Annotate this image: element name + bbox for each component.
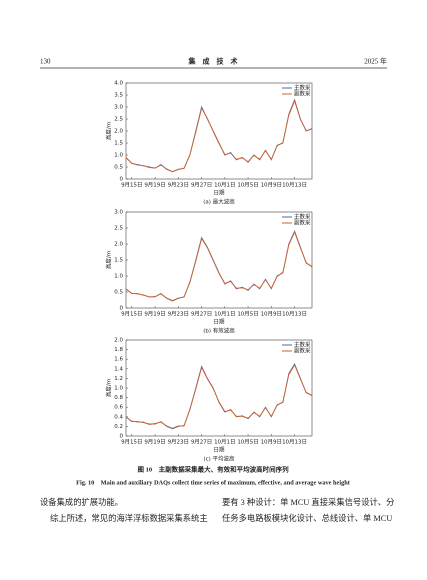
x-tick-label: 10月9日: [261, 182, 283, 189]
x-tick-label: 10月1日: [214, 439, 236, 446]
y-tick-label: 1.0: [114, 153, 123, 159]
x-tick-label: 9月23日: [168, 182, 190, 189]
y-tick-label: 1.6: [114, 357, 123, 363]
journal-name: 集 成 技 术: [188, 57, 238, 66]
y-tick-label: 0.5: [114, 165, 123, 171]
legend-label: 副数采: [294, 219, 311, 227]
x-axis-label: 日期: [213, 447, 225, 454]
y-tick-label: 4.0: [114, 81, 123, 87]
y-tick-label: 1.0: [114, 386, 123, 392]
x-tick-label: 10月9日: [261, 439, 283, 446]
x-tick-label: 10月9日: [261, 311, 283, 318]
figure-caption-en: Fig. 10 Main and auxiliary DAQs collect …: [76, 479, 351, 486]
plot-frame: [125, 339, 313, 437]
x-tick-label: 9月27日: [191, 182, 213, 189]
y-tick-label: 0.8: [114, 395, 123, 401]
y-tick-label: 2.0: [114, 242, 123, 248]
y-tick-label: 1.8: [114, 347, 123, 353]
series-line: [125, 364, 313, 429]
body-text: 要有 3 种设计：单 MCU 直接采集信号设计、分: [222, 497, 394, 507]
x-tick-label: 9月15日: [121, 182, 143, 189]
x-tick-label: 9月19日: [144, 439, 166, 446]
x-tick-label: 10月13日: [282, 182, 307, 189]
legend-label: 主数采: [294, 213, 311, 221]
x-tick-label: 9月23日: [168, 311, 190, 318]
x-tick-label: 9月15日: [121, 439, 143, 446]
y-tick-label: 0.6: [114, 405, 123, 411]
y-tick-label: 1.4: [114, 366, 123, 372]
y-tick-label: 0: [120, 306, 124, 312]
x-tick-label: 9月27日: [191, 439, 213, 446]
y-tick-label: 0.5: [114, 290, 123, 296]
y-tick-label: 2.0: [114, 338, 123, 344]
x-tick-label: 9月19日: [144, 182, 166, 189]
y-tick-label: 0: [120, 434, 124, 440]
page-number: 130: [40, 58, 51, 66]
figure-caption-zh: 图 10 主副数据采集最大、有效和平均波高时间序列: [137, 464, 289, 473]
body-text: 综上所述，常见的海洋浮标数据采集系统主: [50, 513, 208, 523]
x-axis-label: 日期: [213, 319, 225, 326]
x-tick-label: 10月13日: [282, 439, 307, 446]
legend-label: 主数采: [294, 84, 311, 92]
x-tick-label: 10月1日: [214, 182, 236, 189]
legend-label: 副数采: [294, 347, 311, 355]
x-axis-label: 日期: [213, 190, 225, 197]
legend-label: 主数采: [294, 341, 311, 349]
x-tick-label: 9月27日: [191, 311, 213, 318]
y-axis-label: 高度/m: [105, 379, 113, 397]
y-axis-label: 高度/m: [105, 122, 113, 140]
y-tick-label: 1.5: [114, 141, 123, 147]
x-tick-label: 10月5日: [237, 311, 259, 318]
x-tick-label: 9月23日: [168, 439, 190, 446]
legend-label: 副数采: [294, 90, 311, 98]
y-tick-label: 0.2: [114, 424, 123, 430]
y-tick-label: 1.0: [114, 274, 123, 280]
body-text: 任务多电路板模块化设计、总线设计、单 MCU: [222, 513, 392, 523]
plot-frame: [125, 82, 313, 180]
x-tick-label: 9月19日: [144, 311, 166, 318]
y-tick-label: 3.5: [114, 93, 123, 99]
x-tick-label: 10月1日: [214, 311, 236, 318]
series-line: [125, 231, 313, 302]
y-axis-label: 高度/m: [105, 251, 113, 269]
x-tick-label: 10月5日: [237, 182, 259, 189]
plot-frame: [125, 211, 313, 309]
y-tick-label: 3.0: [114, 210, 123, 216]
y-tick-label: 2.5: [114, 226, 123, 232]
y-tick-label: 2.0: [114, 129, 123, 135]
y-tick-label: 0.4: [114, 414, 123, 420]
year: 2025 年: [364, 57, 387, 66]
y-tick-label: 2.5: [114, 117, 123, 123]
subtitle: (b) 有效波高: [203, 327, 235, 335]
series-line: [125, 99, 313, 173]
y-tick-label: 3.0: [114, 105, 123, 111]
subtitle: (c) 平均波高: [203, 455, 235, 463]
y-tick-label: 1.5: [114, 258, 123, 264]
x-tick-label: 9月15日: [121, 311, 143, 318]
x-tick-label: 10月13日: [282, 311, 307, 318]
body-text: 设备集成的扩展功能。: [40, 497, 123, 507]
x-tick-label: 10月5日: [237, 439, 259, 446]
y-tick-label: 0: [120, 177, 124, 183]
y-tick-label: 1.2: [114, 376, 123, 382]
subtitle: (a) 最大波高: [203, 198, 235, 206]
